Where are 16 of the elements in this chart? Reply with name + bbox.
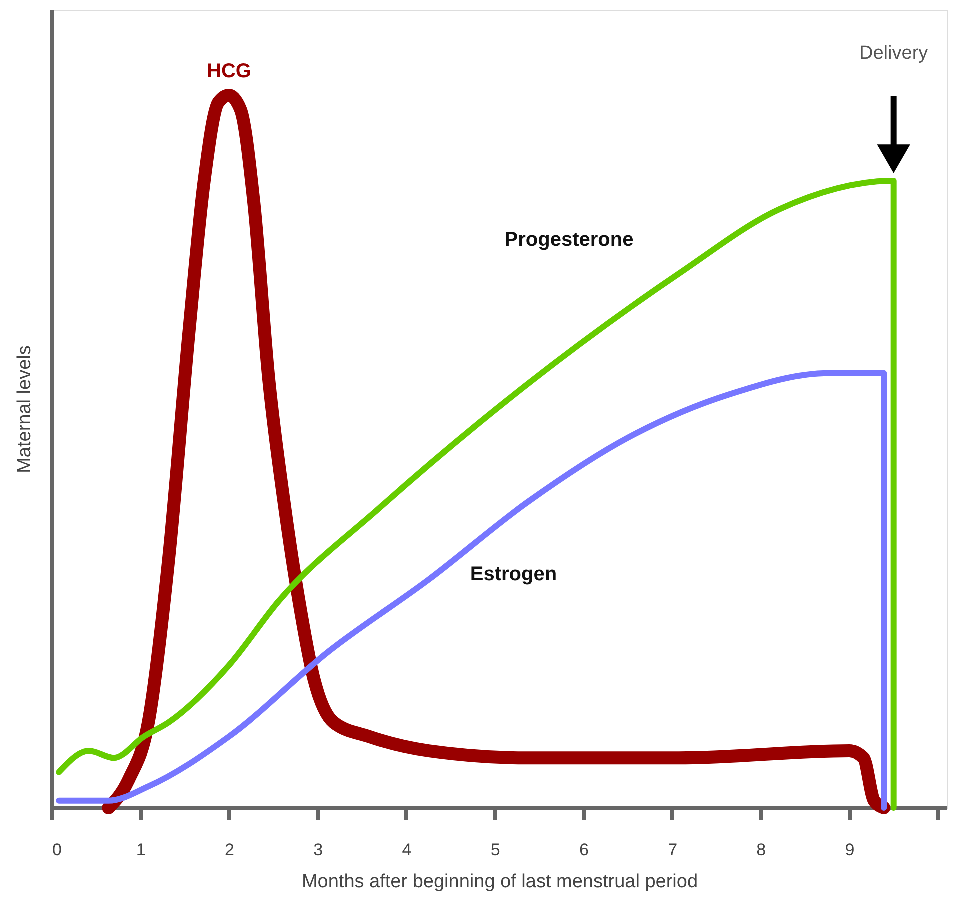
x-tick-label: 6	[579, 840, 589, 860]
x-tick-label: 8	[756, 840, 766, 860]
x-tick-label: 3	[314, 840, 324, 860]
x-tick-label: 5	[490, 840, 500, 860]
y-axis-title: Maternal levels	[14, 346, 36, 474]
series-label: Estrogen	[470, 564, 558, 586]
x-tick-label: 9	[845, 840, 855, 860]
x-tick-label: 0	[52, 840, 62, 860]
text: Progesterone	[504, 228, 634, 251]
text: Delivery	[860, 43, 929, 64]
x-tick-label: 7	[668, 840, 678, 860]
x-tick-label: 1	[136, 840, 146, 860]
x-axis-title: Months after beginning of last menstrual period	[302, 872, 698, 892]
x-tick-label: 4	[402, 840, 412, 860]
series-label: HCG	[207, 60, 252, 82]
x-tick-label: 2	[224, 840, 234, 860]
